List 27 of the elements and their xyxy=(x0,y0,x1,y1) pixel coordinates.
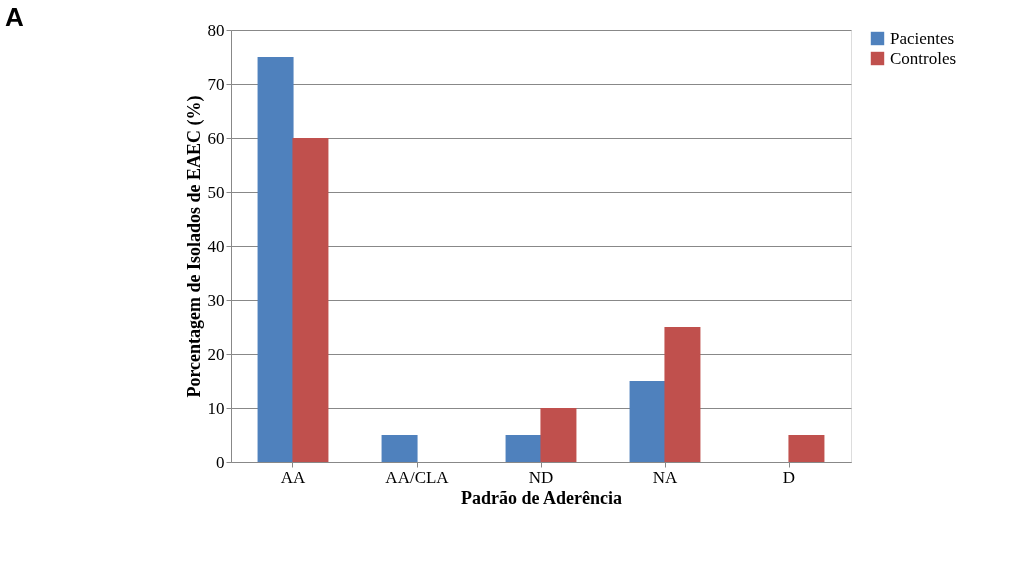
y-tick-label: 40 xyxy=(207,236,225,256)
bar xyxy=(505,435,542,462)
x-tick-label: NA xyxy=(652,467,678,487)
bar xyxy=(788,435,825,462)
x-tick-label: ND xyxy=(528,467,554,487)
y-tick-label: 20 xyxy=(207,344,225,364)
y-tick-label: 50 xyxy=(207,182,225,202)
y-tick-label: 0 xyxy=(216,452,225,472)
y-tick-label: 30 xyxy=(207,290,225,310)
bar xyxy=(381,435,418,462)
legend-label: Pacientes xyxy=(890,28,955,48)
bar xyxy=(664,327,701,462)
x-tick-label: D xyxy=(782,467,796,487)
x-tick-label: AA/CLA xyxy=(385,467,450,487)
text: A xyxy=(5,2,24,32)
bar xyxy=(629,381,666,462)
y-tick-label: 10 xyxy=(207,398,225,418)
y-axis-title: Porcentagem de Isolados de EAEC (%) xyxy=(183,95,205,398)
legend-label: Controles xyxy=(890,48,957,68)
x-axis-title: Padrão de Aderência xyxy=(461,487,622,508)
y-tick-label: 80 xyxy=(207,20,225,40)
bar xyxy=(540,408,577,462)
y-tick-label: 60 xyxy=(207,128,225,148)
x-tick-label: AA xyxy=(280,467,306,487)
y-tick-label: 70 xyxy=(207,74,225,94)
bar xyxy=(292,138,329,462)
bar xyxy=(257,57,294,462)
